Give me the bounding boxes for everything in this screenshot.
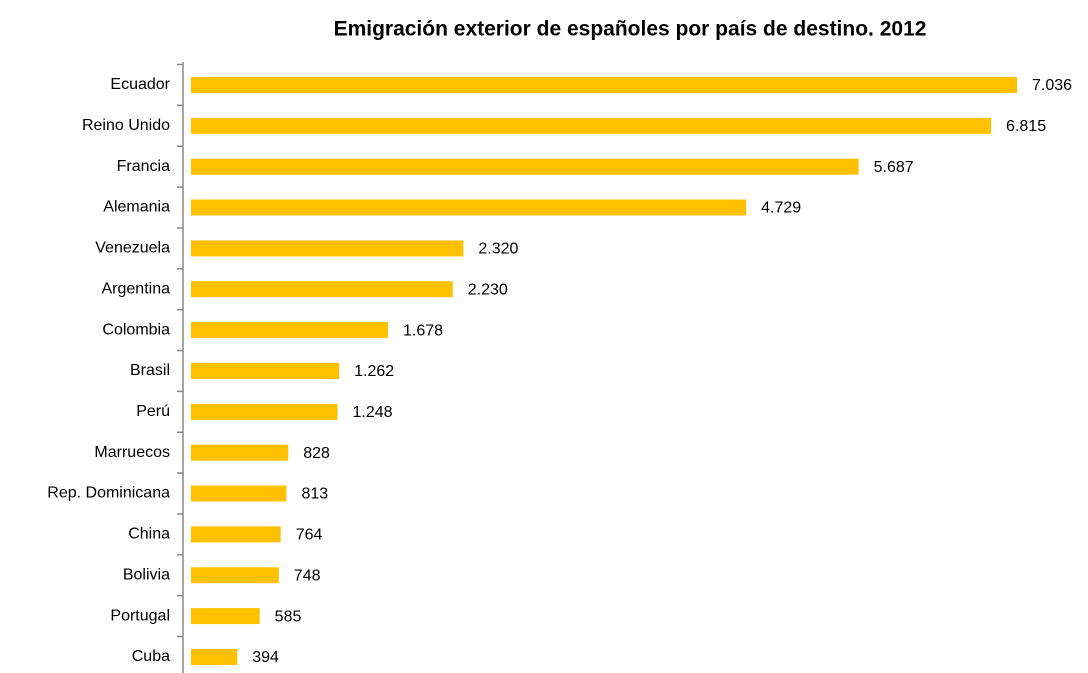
chart-title: Emigración exterior de españoles por paí… xyxy=(334,18,927,41)
value-label: 748 xyxy=(294,567,321,584)
category-label: Rep. Dominicana xyxy=(47,485,170,502)
bar xyxy=(191,76,1017,93)
bar xyxy=(191,403,338,420)
bar xyxy=(191,362,340,379)
bar xyxy=(191,158,859,175)
category-label: Ecuador xyxy=(110,76,170,93)
value-label: 6.815 xyxy=(1006,118,1046,135)
value-label: 585 xyxy=(275,608,302,625)
category-label: Francia xyxy=(117,158,170,175)
value-label: 4.729 xyxy=(761,200,801,217)
bar xyxy=(191,240,464,257)
category-label: Marruecos xyxy=(94,444,170,461)
value-label: 813 xyxy=(301,486,328,503)
category-label: Bolivia xyxy=(123,566,170,583)
category-label: Alemania xyxy=(103,199,170,216)
bar xyxy=(191,281,453,298)
value-label: 394 xyxy=(252,649,279,666)
bar xyxy=(191,444,289,461)
bar xyxy=(191,526,281,543)
category-label: Portugal xyxy=(110,607,170,624)
category-label: China xyxy=(128,526,170,543)
category-label: Reino Unido xyxy=(82,117,170,134)
value-label: 1.262 xyxy=(354,363,394,380)
category-label: Colombia xyxy=(102,321,170,338)
value-label: 764 xyxy=(296,527,323,544)
value-label: 5.687 xyxy=(874,159,914,176)
value-label: 1.678 xyxy=(403,322,443,339)
bar xyxy=(191,322,388,339)
value-label: 828 xyxy=(303,445,330,462)
bar xyxy=(191,567,279,584)
bar xyxy=(191,648,238,665)
category-label: Cuba xyxy=(132,648,170,665)
category-label: Perú xyxy=(136,403,170,420)
bar xyxy=(191,608,260,625)
value-label: 2.320 xyxy=(478,241,518,258)
category-label: Brasil xyxy=(130,362,170,379)
category-label: Venezuela xyxy=(95,240,170,257)
bar xyxy=(191,117,992,134)
value-label: 2.230 xyxy=(468,281,508,298)
bar xyxy=(191,199,747,216)
value-label: 1.248 xyxy=(353,404,393,421)
bar xyxy=(191,485,287,502)
category-label: Argentina xyxy=(102,280,171,297)
value-label: 7.036 xyxy=(1032,77,1072,94)
